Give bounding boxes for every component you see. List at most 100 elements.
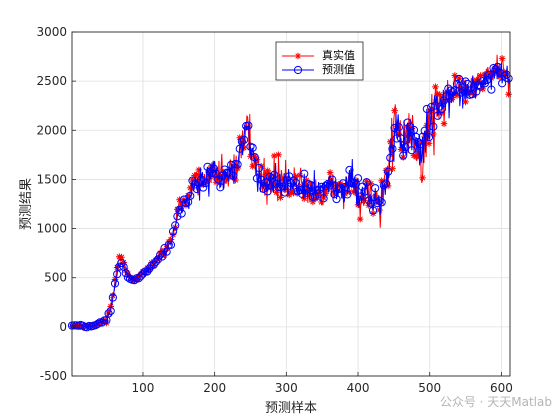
data-point-pred: [289, 176, 298, 185]
data-point-pred: [343, 190, 352, 199]
data-point-pred: [201, 179, 210, 188]
y-tick-label: -500: [40, 369, 67, 383]
x-tick-label: 100: [132, 381, 155, 395]
watermark: 公众号 · 天天Matlab: [439, 395, 552, 409]
data-point-pred: [136, 272, 145, 281]
data-point-pred: [216, 183, 225, 192]
data-point-real: [361, 197, 368, 204]
data-point-pred: [446, 86, 455, 95]
data-point-pred: [401, 143, 410, 152]
data-point-real: [322, 190, 330, 197]
data-point-pred: [270, 170, 279, 179]
data-point-real: [77, 323, 84, 330]
data-point-real: [253, 156, 261, 163]
axes-frame: [71, 31, 511, 377]
data-point-real: [251, 152, 259, 160]
data-point-pred: [366, 199, 376, 208]
data-point-pred: [113, 270, 122, 279]
data-point-pred: [278, 182, 287, 191]
data-point-real: [285, 191, 293, 199]
data-point-pred: [237, 137, 246, 146]
data-point-pred: [489, 63, 498, 73]
data-point-pred: [394, 123, 403, 132]
data-point-real: [365, 202, 373, 209]
data-point-pred: [244, 121, 253, 130]
data-point-real: [176, 196, 183, 204]
data-point-pred: [478, 77, 487, 86]
series-real: [68, 54, 512, 331]
data-point-pred: [239, 135, 249, 144]
data-point-pred: [306, 181, 315, 190]
series-pred: [67, 62, 513, 332]
data-point-pred: [153, 255, 163, 264]
data-point-real: [412, 153, 420, 161]
data-point-pred: [351, 179, 360, 188]
data-point-pred: [166, 240, 176, 249]
data-point-pred: [171, 221, 180, 230]
data-point-real: [122, 267, 130, 274]
data-point-pred: [358, 182, 367, 191]
data-point-pred: [461, 77, 470, 86]
data-point-pred: [362, 178, 371, 187]
data-point-real: [402, 139, 409, 146]
data-point-real: [414, 152, 422, 159]
data-point-pred: [130, 276, 139, 285]
data-point-real: [460, 78, 467, 86]
data-point-pred: [429, 122, 438, 131]
data-point-pred: [104, 309, 113, 318]
data-point-pred: [399, 151, 408, 160]
data-point-real: [369, 210, 377, 217]
data-point-pred: [261, 178, 270, 187]
data-point-real: [184, 192, 192, 199]
data-point-pred: [427, 103, 436, 112]
data-point-pred: [504, 74, 513, 83]
data-point-real: [505, 90, 512, 98]
y-axis-label: 预测结果: [19, 178, 34, 230]
data-point-pred: [158, 252, 167, 261]
y-tick-label: 2000: [36, 123, 67, 137]
data-point-real: [279, 176, 287, 184]
data-point-real: [434, 90, 441, 98]
data-point-pred: [356, 192, 365, 201]
data-point-pred: [291, 178, 300, 187]
data-point-real: [350, 188, 358, 196]
data-point-pred: [254, 163, 264, 173]
data-point-pred: [164, 240, 173, 249]
legend-item-pred: [282, 65, 314, 75]
data-point-real: [303, 176, 310, 184]
data-point-pred: [257, 175, 266, 184]
data-point-real: [384, 182, 392, 190]
data-point-pred: [265, 172, 274, 181]
data-point-pred: [298, 189, 307, 198]
data-point-pred: [411, 132, 421, 142]
data-point-real: [406, 136, 413, 143]
x-axis-label: 预测样本: [265, 401, 317, 416]
data-point-pred: [341, 182, 350, 192]
data-point-real: [96, 320, 104, 327]
data-point-pred: [132, 274, 141, 283]
data-point-real: [477, 72, 484, 79]
data-point-real: [113, 264, 121, 271]
data-point-pred: [325, 181, 335, 190]
data-point-pred: [302, 185, 311, 194]
data-point-real: [171, 224, 179, 231]
data-point-pred: [250, 153, 259, 162]
data-point-real: [374, 197, 381, 205]
x-tick-label: 600: [490, 381, 513, 395]
data-point-real: [137, 270, 145, 278]
data-point-real: [399, 153, 407, 161]
legend-box: [275, 41, 364, 81]
data-point-pred: [442, 92, 451, 101]
data-point-pred: [248, 143, 257, 152]
data-point-pred: [106, 306, 115, 316]
data-point-real: [354, 201, 362, 209]
data-point-real: [264, 167, 272, 175]
grid-lines: [72, 31, 510, 377]
data-point-pred: [121, 269, 130, 278]
data-point-pred: [207, 168, 216, 178]
data-point-real: [367, 180, 375, 187]
data-point-real: [79, 323, 87, 331]
data-point-real: [397, 146, 405, 153]
data-point-real: [498, 55, 506, 62]
data-point-real: [167, 236, 175, 243]
